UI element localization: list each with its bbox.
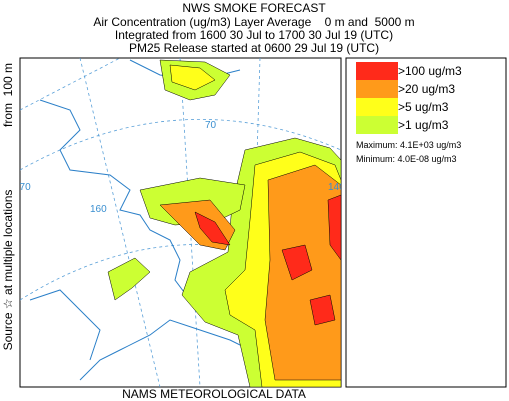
legend-label: >5 ug/m3: [398, 100, 449, 114]
legend-label: >20 ug/m3: [398, 82, 455, 96]
footer: NAMS METEOROLOGICAL DATA: [122, 387, 306, 401]
title: NWS SMOKE FORECAST: [182, 1, 326, 15]
legend-swatch: [356, 62, 398, 80]
height-label: from 100 m: [1, 63, 15, 127]
map-label: 170: [14, 182, 31, 193]
side-labels: Source ☆ at multiple locations from 100 …: [1, 63, 15, 350]
legend-label: >100 ug/m3: [398, 64, 462, 78]
legend-frame: [345, 57, 507, 388]
source-label: Source ☆ at multiple locations: [1, 190, 15, 351]
map-label: 140: [328, 182, 345, 193]
map: 70 170 160 140: [14, 57, 345, 388]
legend-swatch: [356, 116, 398, 134]
map-label: 160: [90, 204, 107, 215]
subtitle: PM25 Release started at 0600 29 Jul 19 (…: [129, 41, 379, 55]
subtitle: Integrated from 1600 30 Jul to 1700 30 J…: [115, 28, 393, 42]
legend-swatch: [356, 98, 398, 116]
smoke: [107, 59, 341, 387]
legend-swatch: [356, 80, 398, 98]
map-label: 70: [205, 120, 217, 131]
subtitle: Air Concentration (ug/m3) Layer Average …: [93, 15, 414, 29]
legend: >100 ug/m3 >20 ug/m3 >5 ug/m3 >1 ug/m3: [356, 62, 462, 134]
maximum: Maximum: 4.1E+03 ug/m3: [356, 140, 461, 150]
minimum: Minimum: 4.0E-08 ug/m3: [356, 154, 457, 164]
legend-label: >1 ug/m3: [398, 118, 449, 132]
